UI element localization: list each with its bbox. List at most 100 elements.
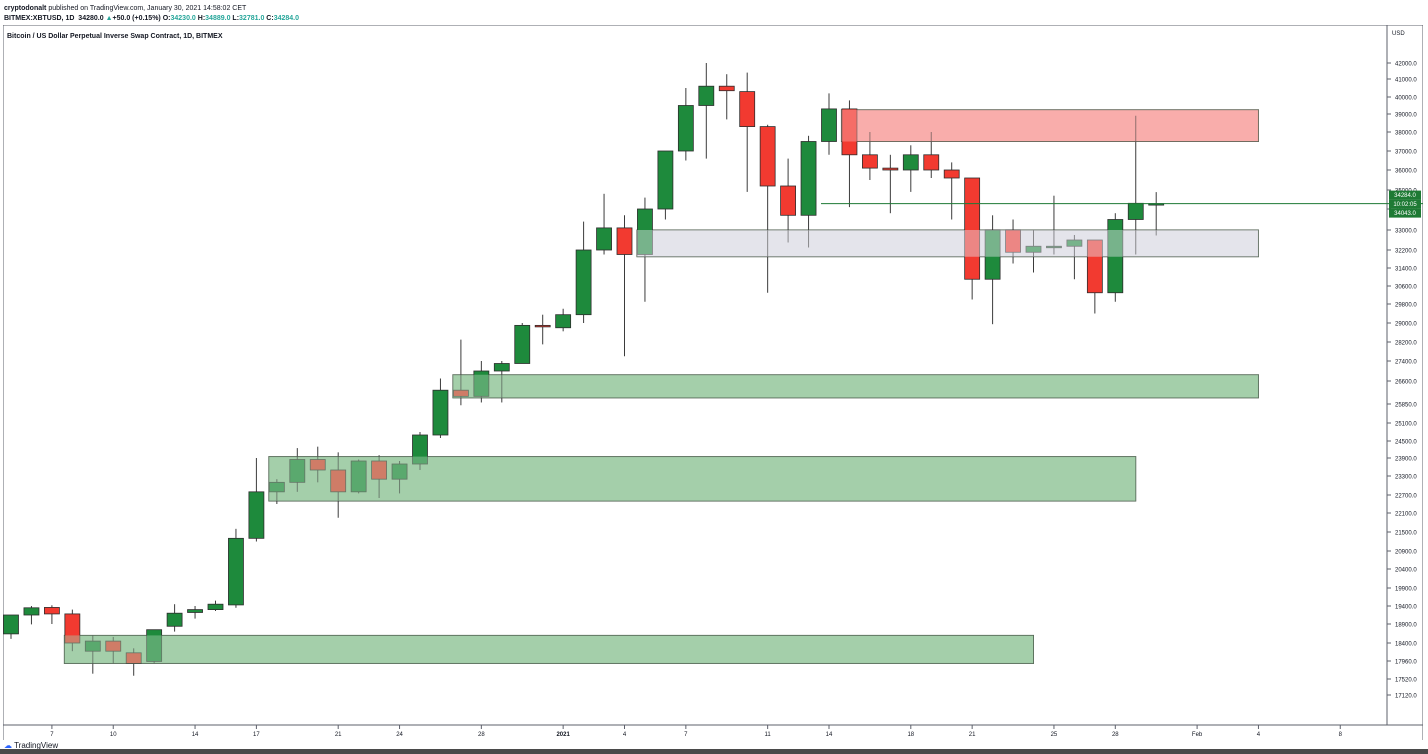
candle[interactable] [718,74,735,120]
demand-zone-upper[interactable] [452,374,1259,399]
price-tick-label: 26600.0 [1395,380,1417,386]
price-tick-label: 23900.0 [1395,457,1417,463]
author-name[interactable]: cryptodonalt [4,5,47,12]
time-tick-label: Feb [1192,732,1203,738]
candle[interactable] [493,361,510,403]
candle[interactable] [514,323,531,364]
support-zone-grey-overlay [636,230,1259,257]
candle-body [1127,202,1144,220]
candle[interactable] [64,609,81,652]
candle[interactable] [207,600,224,612]
demand-zone-low-overlay [64,635,1034,664]
candle-body [616,227,633,255]
candle[interactable] [555,308,572,332]
candle[interactable] [759,124,776,293]
time-tick-label: 17 [253,732,260,738]
candle[interactable] [125,648,142,676]
price-tick-label: 18900.0 [1395,623,1417,629]
candle[interactable] [657,150,674,220]
candle-body [1107,219,1124,294]
time-tick-label: 4 [623,732,627,738]
candle-body [698,85,715,106]
candle[interactable] [902,145,919,192]
candle[interactable] [698,63,715,159]
support-zone-grey[interactable] [636,229,1259,258]
demand-zone-mid-overlay [268,456,1136,501]
time-tick-label: 10 [110,732,117,738]
candle[interactable] [596,193,612,255]
candle[interactable] [1025,230,1042,273]
price-tick-label: 28200.0 [1395,341,1417,347]
candle[interactable] [473,361,490,403]
candle[interactable] [350,459,367,494]
candle[interactable] [841,100,858,208]
candle[interactable] [105,636,122,664]
candle[interactable] [330,452,347,518]
candle[interactable] [289,448,306,492]
price-axis[interactable]: 42000.0 41000.0 40000.0 39000.0 38000.0 37000… [1387,31,1417,700]
candle-body [207,603,224,611]
candle[interactable] [739,72,756,192]
candle[interactable] [821,93,837,155]
candle[interactable] [146,629,163,664]
candle-body [105,640,122,652]
price-tick-label: 42000.0 [1395,62,1417,68]
candle[interactable] [3,614,19,639]
time-axis[interactable]: 7 10 14 17 21 24 28 2021 4 7 11 14 18 21 25 28 Feb 4 8 [50,725,1343,738]
resistance-zone-red[interactable] [840,109,1259,142]
price-tick-label: 38000.0 [1395,131,1417,137]
demand-zone-low[interactable] [63,634,1035,664]
candle[interactable] [84,635,101,674]
candle-body [800,141,817,216]
candle[interactable] [309,446,326,483]
candle-body [187,609,203,613]
time-tick-label: 28 [1112,732,1119,738]
candle-body [166,612,183,627]
candle[interactable] [1005,219,1021,264]
candle[interactable] [391,461,408,494]
last-price-tag-bg [1389,190,1421,200]
candle[interactable] [862,132,878,180]
candle[interactable] [187,606,203,619]
candle[interactable] [800,135,817,248]
candle[interactable] [228,528,244,608]
candle-body [759,126,776,187]
candle[interactable] [943,162,960,220]
price-tick-label: 30600.0 [1395,285,1417,291]
candle-body [391,463,408,480]
candle[interactable] [248,458,265,542]
candle[interactable] [166,604,183,632]
candle[interactable] [452,339,469,406]
candle[interactable] [534,314,551,345]
candle[interactable] [1107,213,1124,302]
candle-body [330,469,347,493]
candle-body [146,629,163,662]
candle[interactable] [780,158,796,243]
candles-layer [3,63,1165,676]
candle[interactable] [637,197,653,302]
price-tick-label: 27400.0 [1395,360,1417,366]
candle[interactable] [923,132,940,178]
candle[interactable] [23,606,40,625]
candle[interactable] [371,455,388,498]
price-tick-label: 19900.0 [1395,587,1417,593]
tradingview-logo[interactable]: ☁ TradingView [4,741,58,750]
currency-label[interactable]: USD [1392,31,1405,37]
candle[interactable] [432,378,449,439]
candle[interactable] [412,432,428,470]
candle-body [309,459,326,471]
candle[interactable] [44,605,60,624]
time-tick-label: 7 [50,732,54,738]
price-tick-label: 36000.0 [1395,169,1417,175]
candlestick-chart[interactable]: Bitcoin / US Dollar Perpetual Inverse Sw… [2,24,1424,742]
candle[interactable] [1086,239,1103,314]
candle[interactable] [677,88,694,161]
candle[interactable] [616,215,633,357]
candle[interactable] [1066,235,1083,280]
candle[interactable] [1127,115,1144,255]
candle[interactable] [268,479,285,504]
candle[interactable] [575,221,592,323]
chart-area[interactable]: Bitcoin / US Dollar Perpetual Inverse Sw… [2,24,1424,742]
candle[interactable] [984,215,1001,325]
candle[interactable] [1046,195,1062,255]
